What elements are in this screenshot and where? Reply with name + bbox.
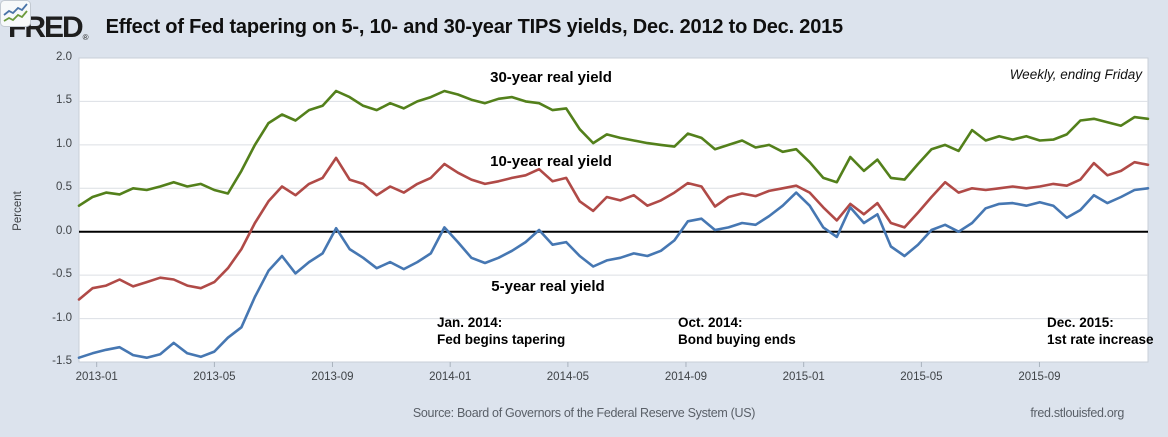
plot-area (78, 57, 1149, 363)
fred-logo[interactable]: FRED ® (0, 0, 92, 43)
series-line-5-year-real-yield (77, 187, 1150, 360)
event-annotation-oct-2014: Oct. 2014: Bond buying ends (678, 315, 796, 348)
event-line: Oct. 2014: (678, 315, 743, 330)
series-label-30-year: 30-year real yield (490, 69, 612, 86)
y-tick-label: 0.0 (56, 224, 72, 237)
event-annotation-dec-2015: Dec. 2015: 1st rate increase (1047, 315, 1154, 348)
y-tick-label: -1.0 (52, 311, 72, 324)
y-axis-title: Percent (12, 191, 24, 231)
series-line-30-year-real-yield (77, 89, 1150, 207)
event-line: Dec. 2015: (1047, 315, 1114, 330)
series-line-10-year-real-yield (77, 156, 1150, 301)
y-tick-label: 0.5 (56, 181, 72, 194)
chart-title: Effect of Fed tapering on 5-, 10- and 30… (105, 16, 844, 38)
event-line: Jan. 2014: (437, 315, 503, 330)
x-tick-label: 2013-01 (75, 371, 118, 383)
frequency-note: Weekly, ending Friday (1009, 67, 1142, 82)
x-tick-label: 2013-05 (193, 371, 236, 383)
x-tick-label: 2015-09 (1018, 371, 1061, 383)
x-tick-label: 2014-05 (546, 371, 589, 383)
header: FRED ® Effect of Fed tapering on 5-, 10-… (0, 0, 1168, 55)
source-attribution: Source: Board of Governors of the Federa… (412, 406, 756, 420)
series-label-10-year: 10-year real yield (490, 153, 612, 170)
y-tick-label: 2.0 (56, 51, 72, 63)
event-annotation-jan-2014: Jan. 2014: Fed begins tapering (437, 315, 565, 348)
x-tick-label: 2015-01 (782, 371, 825, 383)
event-line: 1st rate increase (1047, 331, 1154, 347)
x-tick-label: 2014-01 (429, 371, 472, 383)
y-tick-label: -1.5 (52, 355, 72, 367)
x-tick-label: 2015-05 (900, 371, 943, 383)
y-tick-label: -0.5 (52, 268, 72, 281)
y-tick-label: 1.0 (56, 137, 72, 150)
y-tick-label: 1.5 (56, 94, 72, 107)
event-line: Bond buying ends (678, 331, 796, 347)
x-tick-label: 2013-09 (311, 371, 354, 383)
fred-site-link[interactable]: fred.stlouisfed.org (1030, 406, 1124, 420)
series-label-5-year: 5-year real yield (491, 278, 605, 295)
event-line: Fed begins tapering (437, 331, 566, 347)
x-tick-label: 2014-09 (664, 371, 708, 383)
registered-trademark: ® (82, 32, 89, 42)
